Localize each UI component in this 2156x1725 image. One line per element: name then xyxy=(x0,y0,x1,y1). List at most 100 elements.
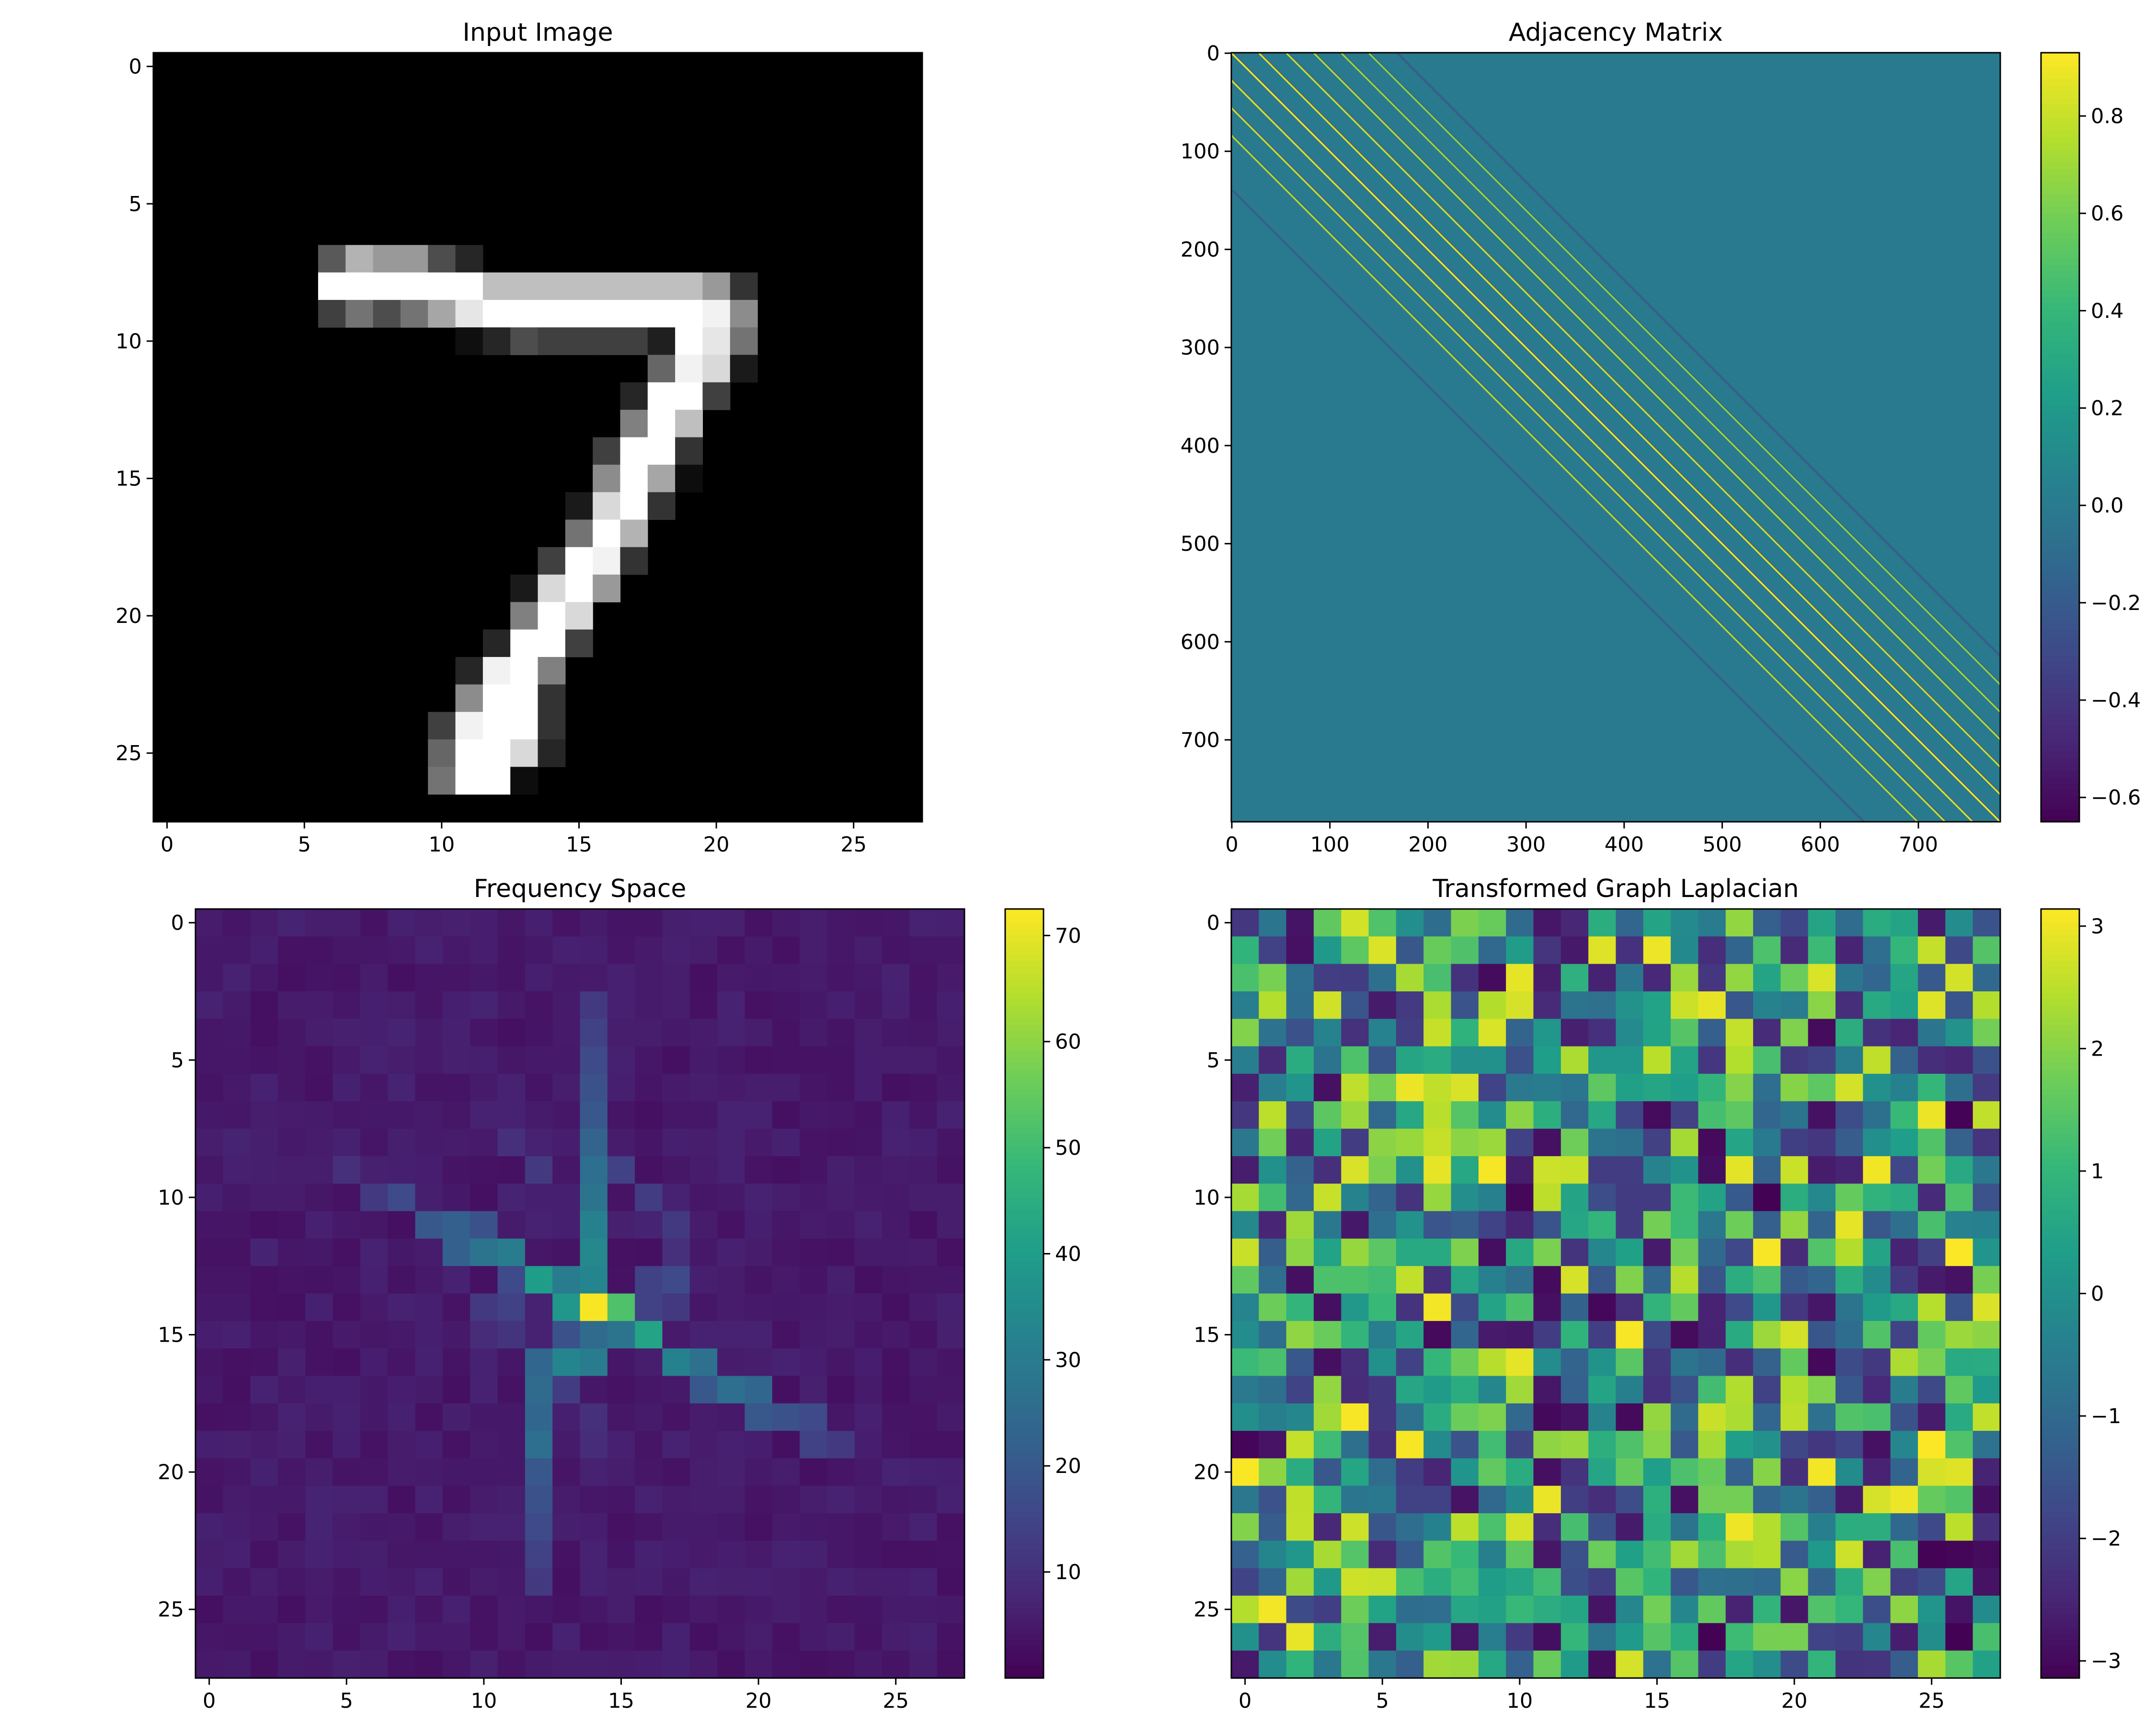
frequency-cell xyxy=(195,1376,223,1404)
colorbar-segment xyxy=(2041,469,2079,476)
laplacian-cell xyxy=(1918,1321,1946,1349)
colorbar-frame xyxy=(1004,908,1044,1679)
frequency-cell xyxy=(580,991,608,1019)
laplacian-cell xyxy=(1808,1238,1836,1266)
colorbar-segment xyxy=(1005,960,1044,967)
frequency-cell xyxy=(415,1623,443,1651)
colorbar-segment xyxy=(2041,1511,2079,1518)
laplacian-cell xyxy=(1506,909,1534,937)
colorbar-segment xyxy=(2041,617,2079,624)
colorbar-segment xyxy=(2041,1050,2079,1057)
laplacian-cell xyxy=(1588,1623,1617,1651)
pixel-cell xyxy=(593,575,621,603)
matrix-diagonal-edge xyxy=(1398,53,2000,656)
laplacian-cell xyxy=(1973,1650,2001,1679)
frequency-cell xyxy=(607,1046,635,1074)
frequency-cell xyxy=(195,1485,223,1514)
frequency-cell xyxy=(662,1019,690,1047)
laplacian-cell xyxy=(1588,991,1617,1019)
laplacian-cell xyxy=(1698,1238,1726,1266)
frequency-cell xyxy=(827,1568,855,1596)
laplacian-cell xyxy=(1890,1211,1918,1239)
laplacian-cell xyxy=(1753,1266,1781,1294)
frequency-cell xyxy=(800,1073,827,1102)
frequency-cell xyxy=(854,1403,883,1431)
colorbar-segment xyxy=(2041,104,2079,111)
laplacian-cell xyxy=(1863,1458,1891,1486)
colorbar-segment xyxy=(1005,1178,1044,1185)
laplacian-cell xyxy=(1341,1073,1369,1102)
frequency-cell xyxy=(635,936,663,965)
frequency-cell xyxy=(277,1376,306,1404)
colorbar-segment xyxy=(1005,1466,1044,1473)
frequency-cell xyxy=(333,1184,361,1212)
frequency-cell xyxy=(689,1623,718,1651)
frequency-cell xyxy=(607,1596,635,1623)
frequency-cell xyxy=(717,1211,745,1239)
frequency-cell xyxy=(388,1266,416,1294)
laplacian-cell xyxy=(1616,1458,1644,1486)
laplacian-cell xyxy=(1259,1376,1287,1404)
laplacian-cell xyxy=(1341,1458,1369,1486)
laplacian-cell xyxy=(1533,1321,1561,1349)
laplacian-cell xyxy=(1780,1293,1809,1322)
frequency-cell xyxy=(937,1238,965,1266)
laplacian-cell xyxy=(1725,1431,1754,1459)
frequency-cell xyxy=(854,964,883,992)
frequency-cell xyxy=(277,1403,306,1431)
colorbar-segment xyxy=(1005,1229,1044,1237)
colorbar-segment xyxy=(2041,629,2079,637)
laplacian-cell xyxy=(1725,1568,1754,1596)
frequency-cell xyxy=(442,1596,470,1623)
frequency-cell xyxy=(333,1650,361,1679)
colorbar-segment xyxy=(2041,1101,2079,1108)
laplacian-cell xyxy=(1725,1541,1754,1569)
laplacian-cell xyxy=(1259,1101,1287,1129)
colorbar-segment xyxy=(1005,1498,1044,1506)
pixel-cell xyxy=(482,767,511,795)
laplacian-cell xyxy=(1725,936,1754,965)
laplacian-cell xyxy=(1313,1238,1342,1266)
frequency-cell xyxy=(827,1623,855,1651)
colorbar-segment xyxy=(2041,1204,2079,1211)
frequency-cell xyxy=(854,1019,883,1047)
frequency-cell xyxy=(470,1650,498,1679)
laplacian-cell xyxy=(1890,991,1918,1019)
adjacency-matrix-colorbar: −0.6−0.4−0.20.00.20.40.60.8 xyxy=(2040,52,2141,823)
y-tick-label: 5 xyxy=(129,192,142,216)
laplacian-cell xyxy=(1368,1238,1397,1266)
pixel-cell xyxy=(373,245,401,273)
laplacian-cell xyxy=(1918,1046,1946,1074)
laplacian-cell xyxy=(1286,1211,1314,1239)
pixel-cell xyxy=(510,657,539,685)
frequency-cell xyxy=(552,1128,581,1157)
frequency-cell xyxy=(223,1623,251,1651)
laplacian-cell xyxy=(1231,1458,1259,1486)
colorbar-segment xyxy=(2041,915,2079,922)
frequency-cell xyxy=(333,936,361,965)
laplacian-cell xyxy=(1396,1376,1424,1404)
frequency-cell xyxy=(525,1623,553,1651)
colorbar-tick-label: 20 xyxy=(1055,1454,1081,1478)
laplacian-cell xyxy=(1643,1046,1671,1074)
laplacian-cell xyxy=(1313,1623,1342,1651)
laplacian-cell xyxy=(1286,1128,1314,1157)
colorbar-segment xyxy=(2041,1665,2079,1672)
laplacian-cell xyxy=(1835,964,1863,992)
laplacian-cell xyxy=(1588,1019,1617,1047)
frequency-cell xyxy=(662,1321,690,1349)
colorbar-segment xyxy=(2041,1063,2079,1070)
colorbar-tick-label: 0.0 xyxy=(2091,494,2123,518)
colorbar-segment xyxy=(1005,1325,1044,1333)
frequency-cell xyxy=(689,1211,718,1239)
laplacian-cell xyxy=(1423,1650,1452,1679)
laplacian-cell xyxy=(1560,1046,1589,1074)
frequency-cell xyxy=(854,1211,883,1239)
frequency-cell xyxy=(662,964,690,992)
frequency-cell xyxy=(909,936,938,965)
laplacian-cell xyxy=(1753,1568,1781,1596)
pixel-cell xyxy=(565,629,593,657)
frequency-cell xyxy=(360,1403,388,1431)
frequency-cell xyxy=(717,936,745,965)
frequency-cell xyxy=(552,1513,581,1541)
